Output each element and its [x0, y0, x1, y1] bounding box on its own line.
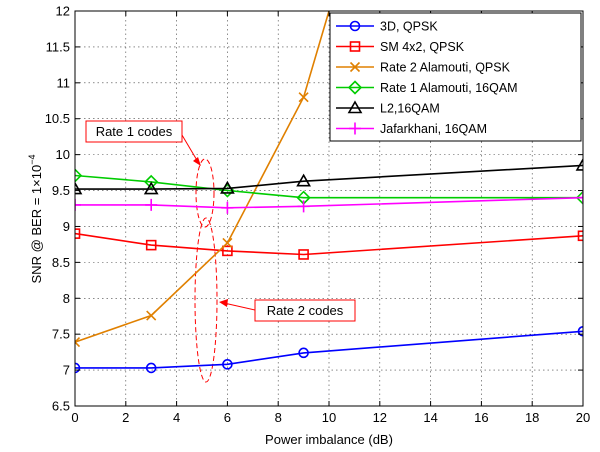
data-point — [145, 198, 158, 211]
legend-label: SM 4x2, QPSK — [380, 40, 465, 54]
legend-entry: Rate 2 Alamouti, QPSK — [336, 61, 511, 75]
data-point — [75, 337, 81, 348]
legend-swatch-marker — [349, 20, 361, 32]
data-point — [222, 237, 233, 249]
series-5 — [75, 191, 583, 214]
y-tick-label: 9.5 — [52, 183, 70, 198]
series-line — [75, 164, 583, 190]
legend-entry: SM 4x2, QPSK — [336, 40, 465, 54]
y-tick-label: 9 — [63, 219, 70, 234]
y-axis-label-exponent: −4 — [27, 155, 37, 165]
x-tick-label: 8 — [275, 410, 282, 425]
series-line — [75, 330, 583, 369]
rate1-label: Rate 1 codes — [96, 124, 173, 139]
legend-label: Jafarkhani, 16QAM — [380, 122, 487, 136]
data-point — [75, 181, 83, 195]
x-tick-label: 14 — [423, 410, 437, 425]
legend-entry: L2,16QAM — [336, 100, 440, 116]
y-tick-label: 10 — [56, 147, 70, 162]
data-point — [298, 249, 309, 260]
data-point — [297, 200, 310, 213]
y-tick-label: 6.5 — [52, 399, 70, 414]
x-tick-label: 20 — [576, 410, 590, 425]
y-tick-label: 12 — [56, 4, 70, 19]
rate2-ellipse — [194, 217, 218, 383]
x-tick-label: 16 — [474, 410, 488, 425]
rate1-arrow — [181, 134, 199, 163]
y-axis-label: SNR @ BER = 1×10−4 — [27, 155, 44, 284]
rate1-ellipse — [195, 158, 215, 228]
data-point — [577, 230, 583, 242]
rate2-box — [254, 299, 356, 322]
legend-label: Rate 1 Alamouti, 16QAM — [380, 81, 518, 95]
series-0 — [75, 326, 583, 374]
legend-swatch-marker — [349, 122, 361, 135]
data-point — [146, 310, 157, 321]
data-point — [220, 180, 235, 194]
y-tick-label: 11 — [57, 75, 71, 90]
annotations: Rate 1 codes Rate 2 codes — [85, 120, 356, 322]
legend-swatch-marker — [349, 41, 361, 52]
data-point — [222, 245, 233, 257]
series-line — [75, 232, 583, 256]
legend-swatch-marker — [347, 80, 363, 95]
data-point — [75, 228, 81, 239]
rate2-arrow — [223, 302, 256, 311]
legend: 3D, QPSK SM 4x2, QPSK Rate 2 Alamouti, QPS… — [329, 12, 582, 142]
rate2-label: Rate 2 codes — [267, 303, 344, 318]
y-tick-label: 7.5 — [52, 327, 70, 342]
series-line — [75, 174, 583, 199]
x-tick-label: 0 — [71, 410, 78, 425]
x-axis-label: Power imbalance (dB) — [265, 432, 393, 447]
data-point — [145, 239, 157, 251]
x-tick-label: 18 — [525, 410, 539, 425]
legend-box — [329, 12, 582, 142]
data-point — [145, 362, 157, 374]
rate2-arrowhead — [219, 299, 228, 307]
annotation-ellipses — [194, 158, 218, 383]
data-point — [298, 92, 309, 103]
data-point — [575, 157, 583, 171]
x-tick-label: 12 — [373, 410, 387, 425]
data-point — [75, 198, 81, 211]
rate1-box — [85, 120, 183, 143]
legend-entry: Rate 1 Alamouti, 16QAM — [336, 80, 518, 95]
y-axis-label-main: SNR @ BER = 1×10 — [29, 165, 44, 284]
y-tick-label: 8 — [63, 291, 70, 306]
legend-swatch-marker — [349, 61, 361, 73]
data-point — [143, 181, 159, 195]
x-tick-label: 4 — [173, 410, 180, 425]
data-point — [577, 326, 583, 337]
series-1 — [75, 228, 583, 260]
y-tick-label: 10.5 — [45, 111, 70, 126]
data-point — [296, 173, 311, 187]
y-tick-label: 8.5 — [52, 255, 70, 270]
x-tick-label: 10 — [322, 410, 336, 425]
data-point — [298, 347, 309, 359]
series-2 — [75, 11, 330, 348]
legend-label: Rate 2 Alamouti, QPSK — [380, 61, 511, 75]
legend-label: 3D, QPSK — [380, 20, 438, 34]
data-point — [75, 362, 81, 374]
legend-label: L2,16QAM — [380, 102, 440, 116]
x-tick-label: 6 — [224, 410, 231, 425]
data-point — [575, 190, 583, 205]
data-point — [144, 174, 159, 190]
ticks: 0 2 4 6 8 10 12 14 16 18 20 6.5 7 7.5 8 8.5 9 9.5 10 10.5 11… — [45, 4, 591, 426]
series-4 — [75, 157, 583, 195]
rate1-arrowhead — [193, 157, 201, 166]
data-point — [577, 191, 583, 204]
series-group — [75, 11, 583, 374]
legend-entry: 3D, QPSK — [336, 20, 438, 34]
data-point — [222, 359, 233, 370]
y-axis-label-group: SNR @ BER = 1×10−4 — [27, 155, 44, 284]
y-tick-label: 11.5 — [46, 39, 70, 54]
x-tick-label: 2 — [122, 410, 129, 425]
data-point — [75, 168, 83, 183]
legend-entry: Jafarkhani, 16QAM — [336, 122, 487, 136]
y-tick-label: 7 — [63, 363, 70, 378]
data-point — [221, 201, 234, 214]
legend-swatch-marker — [347, 100, 363, 114]
